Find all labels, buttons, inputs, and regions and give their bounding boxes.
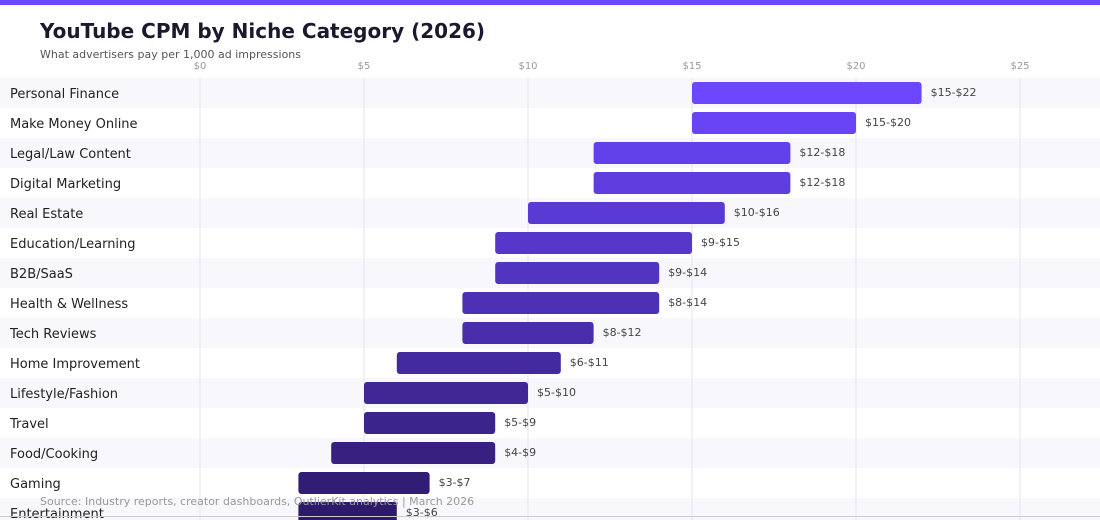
x-tick-label: $20 — [846, 61, 865, 72]
cpm-range-bar — [495, 232, 692, 254]
bar-value-label: $4-$9 — [504, 446, 536, 459]
cpm-range-bar — [396, 352, 561, 374]
category-label: Personal Finance — [10, 87, 119, 102]
top-accent-bar — [0, 0, 1100, 5]
category-label: Tech Reviews — [9, 327, 97, 342]
row-band — [0, 378, 1100, 408]
bar-value-label: $8-$12 — [603, 326, 642, 339]
bar-value-label: $15-$22 — [931, 86, 977, 99]
bottom-divider — [0, 516, 1100, 517]
category-label: Health & Wellness — [10, 297, 128, 312]
category-label: Gaming — [10, 477, 61, 492]
x-tick-label: $0 — [194, 61, 207, 72]
category-label: Digital Marketing — [10, 177, 121, 192]
category-label: Education/Learning — [10, 237, 136, 252]
category-label: Lifestyle/Fashion — [10, 387, 118, 402]
bar-value-label: $9-$15 — [701, 236, 740, 249]
bar-value-label: $3-$6 — [406, 506, 438, 519]
bar-value-label: $8-$14 — [668, 296, 707, 309]
bar-value-label: $15-$20 — [865, 116, 911, 129]
cpm-range-bar — [298, 472, 430, 494]
bar-value-label: $9-$14 — [668, 266, 707, 279]
category-label: Food/Cooking — [10, 447, 98, 462]
x-tick-label: $5 — [358, 61, 371, 72]
category-label: Legal/Law Content — [10, 147, 131, 162]
cpm-range-bar — [593, 172, 791, 194]
cpm-range-bar — [692, 112, 856, 134]
category-label: Real Estate — [10, 207, 83, 222]
bar-value-label: $12-$18 — [799, 176, 845, 189]
category-label: Home Improvement — [10, 357, 140, 372]
bar-value-label: $6-$11 — [570, 356, 609, 369]
source-note: Source: Industry reports, creator dashbo… — [40, 495, 475, 508]
bar-value-label: $10-$16 — [734, 206, 780, 219]
category-label: Entertainment — [10, 507, 104, 520]
bar-value-label: $12-$18 — [799, 146, 845, 159]
bar-value-label: $3-$7 — [439, 476, 471, 489]
category-label: Make Money Online — [10, 117, 138, 132]
row-band — [0, 438, 1100, 468]
cpm-range-bar — [528, 202, 725, 224]
chart-subtitle: What advertisers pay per 1,000 ad impres… — [40, 48, 301, 61]
cpm-range-bar — [462, 322, 594, 344]
chart-title: YouTube CPM by Niche Category (2026) — [40, 19, 486, 43]
category-label: B2B/SaaS — [10, 267, 73, 282]
x-tick-label: $15 — [682, 61, 701, 72]
bar-value-label: $5-$10 — [537, 386, 576, 399]
cpm-range-bar — [692, 82, 922, 104]
bar-value-label: $5-$9 — [504, 416, 536, 429]
row-band — [0, 138, 1100, 168]
cpm-range-bar — [364, 382, 528, 404]
cpm-range-bar — [495, 262, 660, 284]
cpm-range-bar — [298, 502, 397, 520]
cpm-range-bar — [331, 442, 496, 464]
category-label: Travel — [9, 417, 49, 432]
x-tick-label: $25 — [1010, 61, 1029, 72]
row-band — [0, 498, 1100, 520]
cpm-range-bar — [462, 292, 660, 314]
x-tick-label: $10 — [518, 61, 537, 72]
cpm-range-bar — [593, 142, 791, 164]
cpm-range-bar — [364, 412, 496, 434]
